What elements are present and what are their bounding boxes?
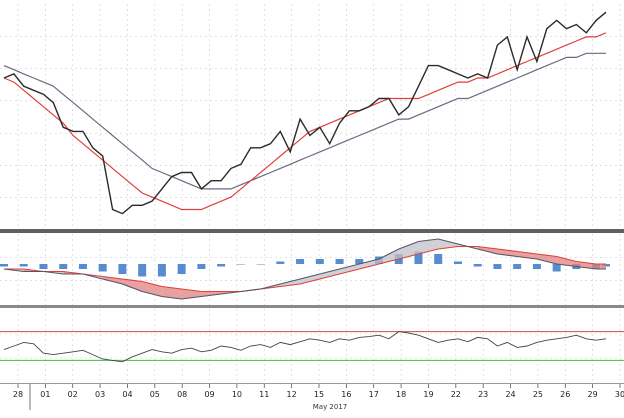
- macd-histogram-bar: [513, 264, 522, 269]
- price-panel: [3, 11, 607, 215]
- price-macd-separator: [0, 229, 624, 233]
- macd-cross-fill: [300, 274, 320, 284]
- macd-histogram-bar: [177, 264, 186, 274]
- macd-histogram-bar: [355, 259, 364, 264]
- x-tick-label: 12: [287, 390, 297, 399]
- x-tick-label: 24: [505, 390, 515, 399]
- macd-cross-fill: [122, 279, 143, 292]
- macd-cross-fill: [339, 264, 360, 274]
- macd-cross-fill: [596, 264, 606, 269]
- macd-histogram-bar: [0, 264, 8, 267]
- price-line: [3, 11, 607, 215]
- oscillator-axis-separator: [0, 383, 624, 384]
- x-tick-label: 01: [40, 390, 50, 399]
- macd-panel: [0, 238, 610, 300]
- oscillator-line: [3, 331, 607, 363]
- macd-histogram-bar: [19, 264, 28, 267]
- x-tick-label: 05: [150, 390, 160, 399]
- x-tick-label: 30: [615, 390, 624, 399]
- x-tick-label: 22: [451, 390, 461, 399]
- macd-histogram-bar: [434, 254, 443, 264]
- x-tick-label: 19: [423, 390, 433, 399]
- macd-cross-fill: [63, 271, 83, 274]
- x-tick-label: 23: [478, 390, 488, 399]
- x-tick-label: 17: [369, 390, 379, 399]
- macd-histogram-bar: [493, 264, 502, 269]
- oscillator-panel: [0, 331, 624, 363]
- macd-histogram-bar: [217, 264, 226, 267]
- macd-cross-fill: [201, 291, 222, 297]
- macd-cross-fill: [359, 259, 380, 269]
- macd-cross-fill: [102, 276, 123, 284]
- macd-histogram-bar: [296, 259, 305, 264]
- macd-signal-line: [4, 245, 606, 293]
- x-tick-label: 04: [122, 390, 132, 399]
- x-axis-month-label: May 2017: [313, 403, 348, 411]
- macd-cross-fill: [280, 279, 301, 287]
- slow-moving-average-line: [3, 52, 606, 190]
- macd-histogram-bar: [39, 264, 48, 269]
- x-tick-label: 18: [396, 390, 406, 399]
- macd-histogram-bar: [59, 264, 68, 269]
- x-tick-label: 03: [95, 390, 105, 399]
- macd-histogram-bar: [138, 264, 147, 277]
- macd-histogram-bar: [315, 259, 324, 264]
- macd-histogram-bar: [78, 264, 87, 269]
- macd-histogram-bar: [414, 251, 423, 264]
- macd-cross-fill: [142, 281, 162, 297]
- macd-cross-fill: [556, 256, 577, 267]
- macd-histogram-bar: [98, 264, 107, 272]
- macd-histogram-bar: [453, 261, 462, 264]
- macd-cross-fill: [418, 239, 439, 254]
- macd-histogram-bar: [197, 264, 206, 269]
- macd-cross-fill: [398, 241, 419, 259]
- macd-histogram-bar: [118, 264, 127, 274]
- macd-line: [3, 238, 606, 300]
- x-tick-label: 28: [13, 390, 23, 399]
- panel-separators: [0, 229, 624, 384]
- x-tick-label: 09: [204, 390, 214, 399]
- x-tick-label: 10: [232, 390, 242, 399]
- x-tick-label: 29: [588, 390, 598, 399]
- macd-histogram-bar: [552, 264, 561, 272]
- x-tick-label: 16: [341, 390, 351, 399]
- x-tick-label: 08: [177, 390, 187, 399]
- x-tick-label: 02: [68, 390, 78, 399]
- macd-oscillator-separator: [0, 305, 624, 308]
- macd-cross-fill: [161, 286, 182, 299]
- macd-histogram-bar: [473, 264, 482, 267]
- macd-histogram-bar: [276, 261, 285, 264]
- x-tick-label: 25: [533, 390, 543, 399]
- macd-histogram-bar: [532, 264, 541, 269]
- macd-cross-fill: [536, 254, 557, 264]
- macd-histogram-bar: [335, 259, 344, 264]
- macd-cross-fill: [181, 289, 202, 299]
- macd-cross-fill: [438, 239, 458, 249]
- macd-histogram-bar: [256, 264, 265, 265]
- macd-cross-fill: [379, 249, 399, 264]
- macd-cross-fill: [477, 246, 498, 254]
- x-tick-label: 26: [560, 390, 570, 399]
- macd-histogram-bar: [236, 264, 245, 265]
- x-tick-label: 15: [314, 390, 324, 399]
- x-tick-label: 11: [259, 390, 269, 399]
- macd-cross-fill: [319, 269, 340, 279]
- macd-histogram-bar: [157, 264, 166, 277]
- x-axis: 28 01 02 03 04 05 08 09 10 11 12 15 16 17 18 19 22 23 24 25…: [13, 384, 624, 410]
